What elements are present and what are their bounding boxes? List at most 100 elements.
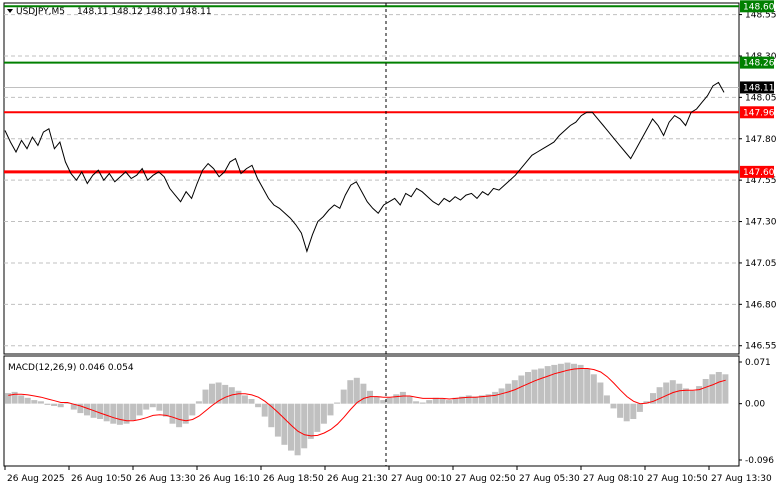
macd-bar [492, 391, 499, 404]
macd-bar [5, 393, 11, 404]
macd-bar [669, 380, 676, 404]
time-tick-label: 26 Aug 18:50 [263, 474, 324, 484]
macd-bar [51, 403, 58, 406]
macd-bar [163, 403, 169, 417]
macd-bar [294, 403, 301, 456]
time-tick-label: 26 Aug 16:10 [199, 474, 260, 484]
time-tick-label: 26 Aug 10:50 [71, 474, 132, 484]
macd-bar [419, 402, 426, 404]
price-level-label: 148.60 [743, 2, 775, 12]
price-line [4, 81, 725, 253]
macd-bar [538, 368, 545, 404]
macd-bar [255, 403, 262, 408]
macd-bar [715, 372, 722, 404]
macd-bar [413, 401, 420, 404]
time-axis: 26 Aug 2025 26 Aug 10:50 26 Aug 13:30 26 Au… [4, 466, 772, 484]
macd-bar [584, 368, 591, 404]
macd-bar [116, 403, 123, 425]
price-panel-frame [3, 2, 740, 355]
price-tick-label: 147.80 [745, 135, 777, 145]
macd-panel[interactable]: 0.071 0.00 -0.096 MACD(12,26,9) 0.046 0.05… [3, 355, 774, 467]
time-tick-label: 27 Aug 08:10 [583, 474, 644, 484]
macd-bar [215, 382, 222, 404]
macd-signal-line [8, 368, 726, 437]
macd-bar [564, 362, 571, 404]
macd-bar [281, 403, 288, 445]
macd-bar [149, 403, 156, 408]
macd-bar [478, 395, 485, 404]
macd-bar [18, 395, 25, 404]
macd-bar [465, 395, 472, 404]
macd-bar [143, 403, 150, 410]
macd-bar [176, 403, 183, 428]
macd-bar [426, 400, 433, 404]
macd-bar [577, 364, 584, 404]
price-tick-label: 146.80 [745, 300, 777, 310]
macd-bar [130, 403, 137, 421]
price-tick-label: 147.55 [745, 176, 777, 186]
macd-bar [386, 397, 393, 404]
macd-bar [452, 397, 459, 404]
macd-bar [57, 403, 64, 408]
symbol-label: USDJPY,M5 [16, 7, 65, 17]
time-tick-label: 27 Aug 10:50 [647, 474, 708, 484]
chevron-down-icon[interactable] [7, 9, 13, 13]
macd-bar [472, 396, 479, 404]
macd-bar [70, 403, 77, 410]
macd-bar [571, 363, 577, 404]
price-level-label: 147.96 [743, 108, 775, 118]
macd-bar [696, 386, 703, 404]
macd-bar [702, 379, 709, 404]
macd-bar [432, 397, 439, 404]
macd-bar [340, 389, 347, 404]
time-tick-label: 26 Aug 2025 [7, 474, 65, 484]
chart-header: USDJPY,M5 148.11 148.12 148.10 148.11 [7, 7, 212, 17]
price-tick-label: 148.55 [745, 11, 777, 21]
macd-bar [531, 369, 538, 404]
macd-bar [373, 396, 380, 404]
macd-bar [189, 403, 196, 416]
macd-bar [314, 403, 321, 432]
macd-axis: 0.071 0.00 -0.096 [739, 358, 774, 466]
macd-bar [261, 403, 268, 417]
macd-bar [353, 377, 360, 404]
macd-bar [709, 374, 716, 404]
price-level-tag [740, 56, 774, 69]
macd-bar [557, 363, 564, 404]
macd-bar [722, 374, 729, 404]
macd-bar [235, 390, 242, 404]
time-tick-label: 27 Aug 05:30 [519, 474, 580, 484]
macd-bar [551, 364, 558, 404]
macd-bar [288, 403, 294, 451]
macd-bar [24, 397, 31, 404]
macd-bar [360, 383, 367, 404]
macd-bar [31, 400, 38, 404]
price-tags: 148.60 148.26 147.96 147.60 148.11 [740, 0, 775, 178]
current-price-tag [740, 81, 774, 94]
macd-bar [525, 372, 531, 404]
macd-bar [320, 403, 327, 424]
macd-bar [44, 403, 51, 405]
macd-bar [597, 382, 604, 404]
macd-bar [327, 403, 334, 416]
macd-bar [459, 396, 466, 404]
macd-bar [406, 396, 413, 404]
macd-bar [610, 403, 617, 409]
macd-bar [169, 403, 176, 424]
macd-histogram [5, 362, 729, 456]
price-levels [4, 5, 739, 174]
macd-bar [446, 400, 452, 404]
price-panel[interactable]: 148.55148.30148.05147.80147.55147.30147.… [3, 0, 777, 355]
macd-bar [136, 403, 143, 416]
macd-bar [77, 403, 84, 414]
macd-bar [274, 403, 281, 437]
price-level-tag [740, 106, 774, 119]
macd-bar [334, 402, 341, 404]
time-tick-label: 27 Aug 13:30 [711, 474, 772, 484]
macd-bar [301, 403, 308, 449]
macd-bar [103, 403, 110, 422]
macd-bar [511, 380, 518, 404]
macd-bar [603, 395, 610, 404]
